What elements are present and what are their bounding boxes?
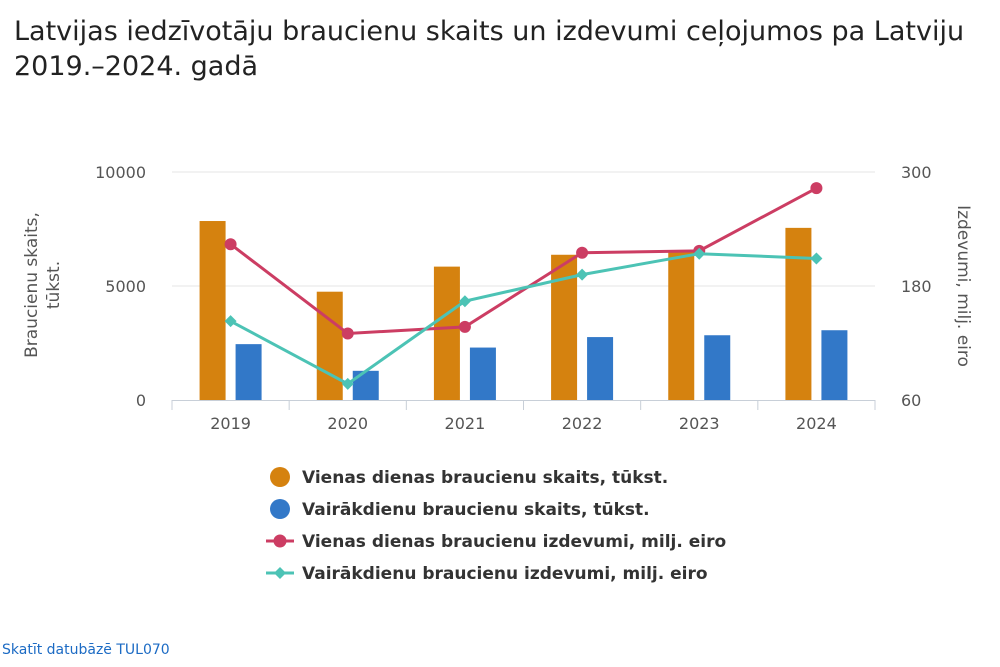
bar	[469, 347, 496, 400]
bar	[235, 344, 262, 400]
bar	[199, 221, 226, 400]
legend-item[interactable]: Vienas dienas braucienu izdevumi, milj. …	[266, 532, 726, 552]
legend-item[interactable]: Vienas dienas braucienu skaits, tūkst.	[270, 467, 668, 488]
legend-label: Vienas dienas braucienu skaits, tūkst.	[302, 468, 668, 488]
chart-title: Latvijas iedzīvotāju braucienu skaits un…	[14, 16, 965, 82]
line-point	[224, 238, 237, 251]
x-tick-label: 2019	[210, 414, 251, 433]
y-left-tick-label: 0	[136, 391, 146, 410]
line-point	[341, 327, 354, 340]
line-point	[576, 268, 589, 281]
legend-label: Vairākdienu braucienu izdevumi, milj. ei…	[302, 564, 708, 584]
y-left-tick-label: 5000	[105, 277, 146, 296]
x-tick-label: 2023	[679, 414, 720, 433]
series-line	[229, 252, 817, 386]
y-left-axis-title-line: tūkst.	[44, 261, 64, 309]
series-line	[229, 186, 818, 336]
legend-point-marker	[273, 534, 287, 548]
legend-item[interactable]: Vairākdienu braucienu skaits, tūkst.	[270, 499, 650, 520]
legend-point-marker	[274, 567, 286, 579]
y-right-tick-label: 60	[901, 391, 921, 410]
bar	[785, 227, 812, 400]
x-tick-label: 2024	[796, 414, 837, 433]
bar	[352, 370, 379, 400]
axes	[171, 400, 876, 410]
y-left-tick-label: 10000	[95, 163, 146, 182]
bar	[821, 330, 848, 400]
line-point	[576, 246, 589, 259]
bar	[316, 291, 343, 400]
y-right-tick-label: 300	[901, 163, 932, 182]
x-tick-label: 2021	[445, 414, 486, 433]
legend-item[interactable]: Vairākdienu braucienu izdevumi, milj. ei…	[266, 564, 708, 584]
y-left-axis-title: Braucienu skaits, tūkst.	[22, 212, 64, 358]
legend-label: Vairākdienu braucienu skaits, tūkst.	[302, 500, 650, 520]
axis-labels: 0 5000 10000 60 180 300 Braucienu skaits, tūkst…	[22, 163, 973, 433]
grid-lines	[172, 171, 875, 287]
y-right-axis-title: Izdevumi, milj. eiro	[953, 205, 973, 367]
y-left-axis-title-line: Braucienu skaits,	[22, 212, 42, 358]
bar	[704, 335, 731, 400]
line-point	[458, 320, 471, 333]
line-point	[810, 252, 823, 265]
line-point	[693, 247, 706, 260]
bar	[587, 337, 614, 400]
line-point	[810, 182, 823, 195]
bars	[199, 221, 848, 400]
bar	[433, 266, 460, 400]
bar	[668, 252, 695, 400]
line-point	[458, 295, 471, 308]
legend-bar-marker	[270, 467, 290, 487]
line-point	[224, 315, 237, 328]
y-right-tick-label: 180	[901, 277, 932, 296]
legend-bar-marker	[270, 499, 290, 519]
x-tick-label: 2022	[562, 414, 603, 433]
database-link[interactable]: Skatīt datubāzē TUL070	[2, 642, 170, 658]
series-lines	[224, 182, 823, 390]
legend-label: Vienas dienas braucienu izdevumi, milj. …	[302, 532, 726, 552]
x-tick-label: 2020	[327, 414, 368, 433]
line-point	[341, 377, 354, 390]
legend[interactable]: Vienas dienas braucienu skaits, tūkst. Va…	[266, 467, 726, 584]
